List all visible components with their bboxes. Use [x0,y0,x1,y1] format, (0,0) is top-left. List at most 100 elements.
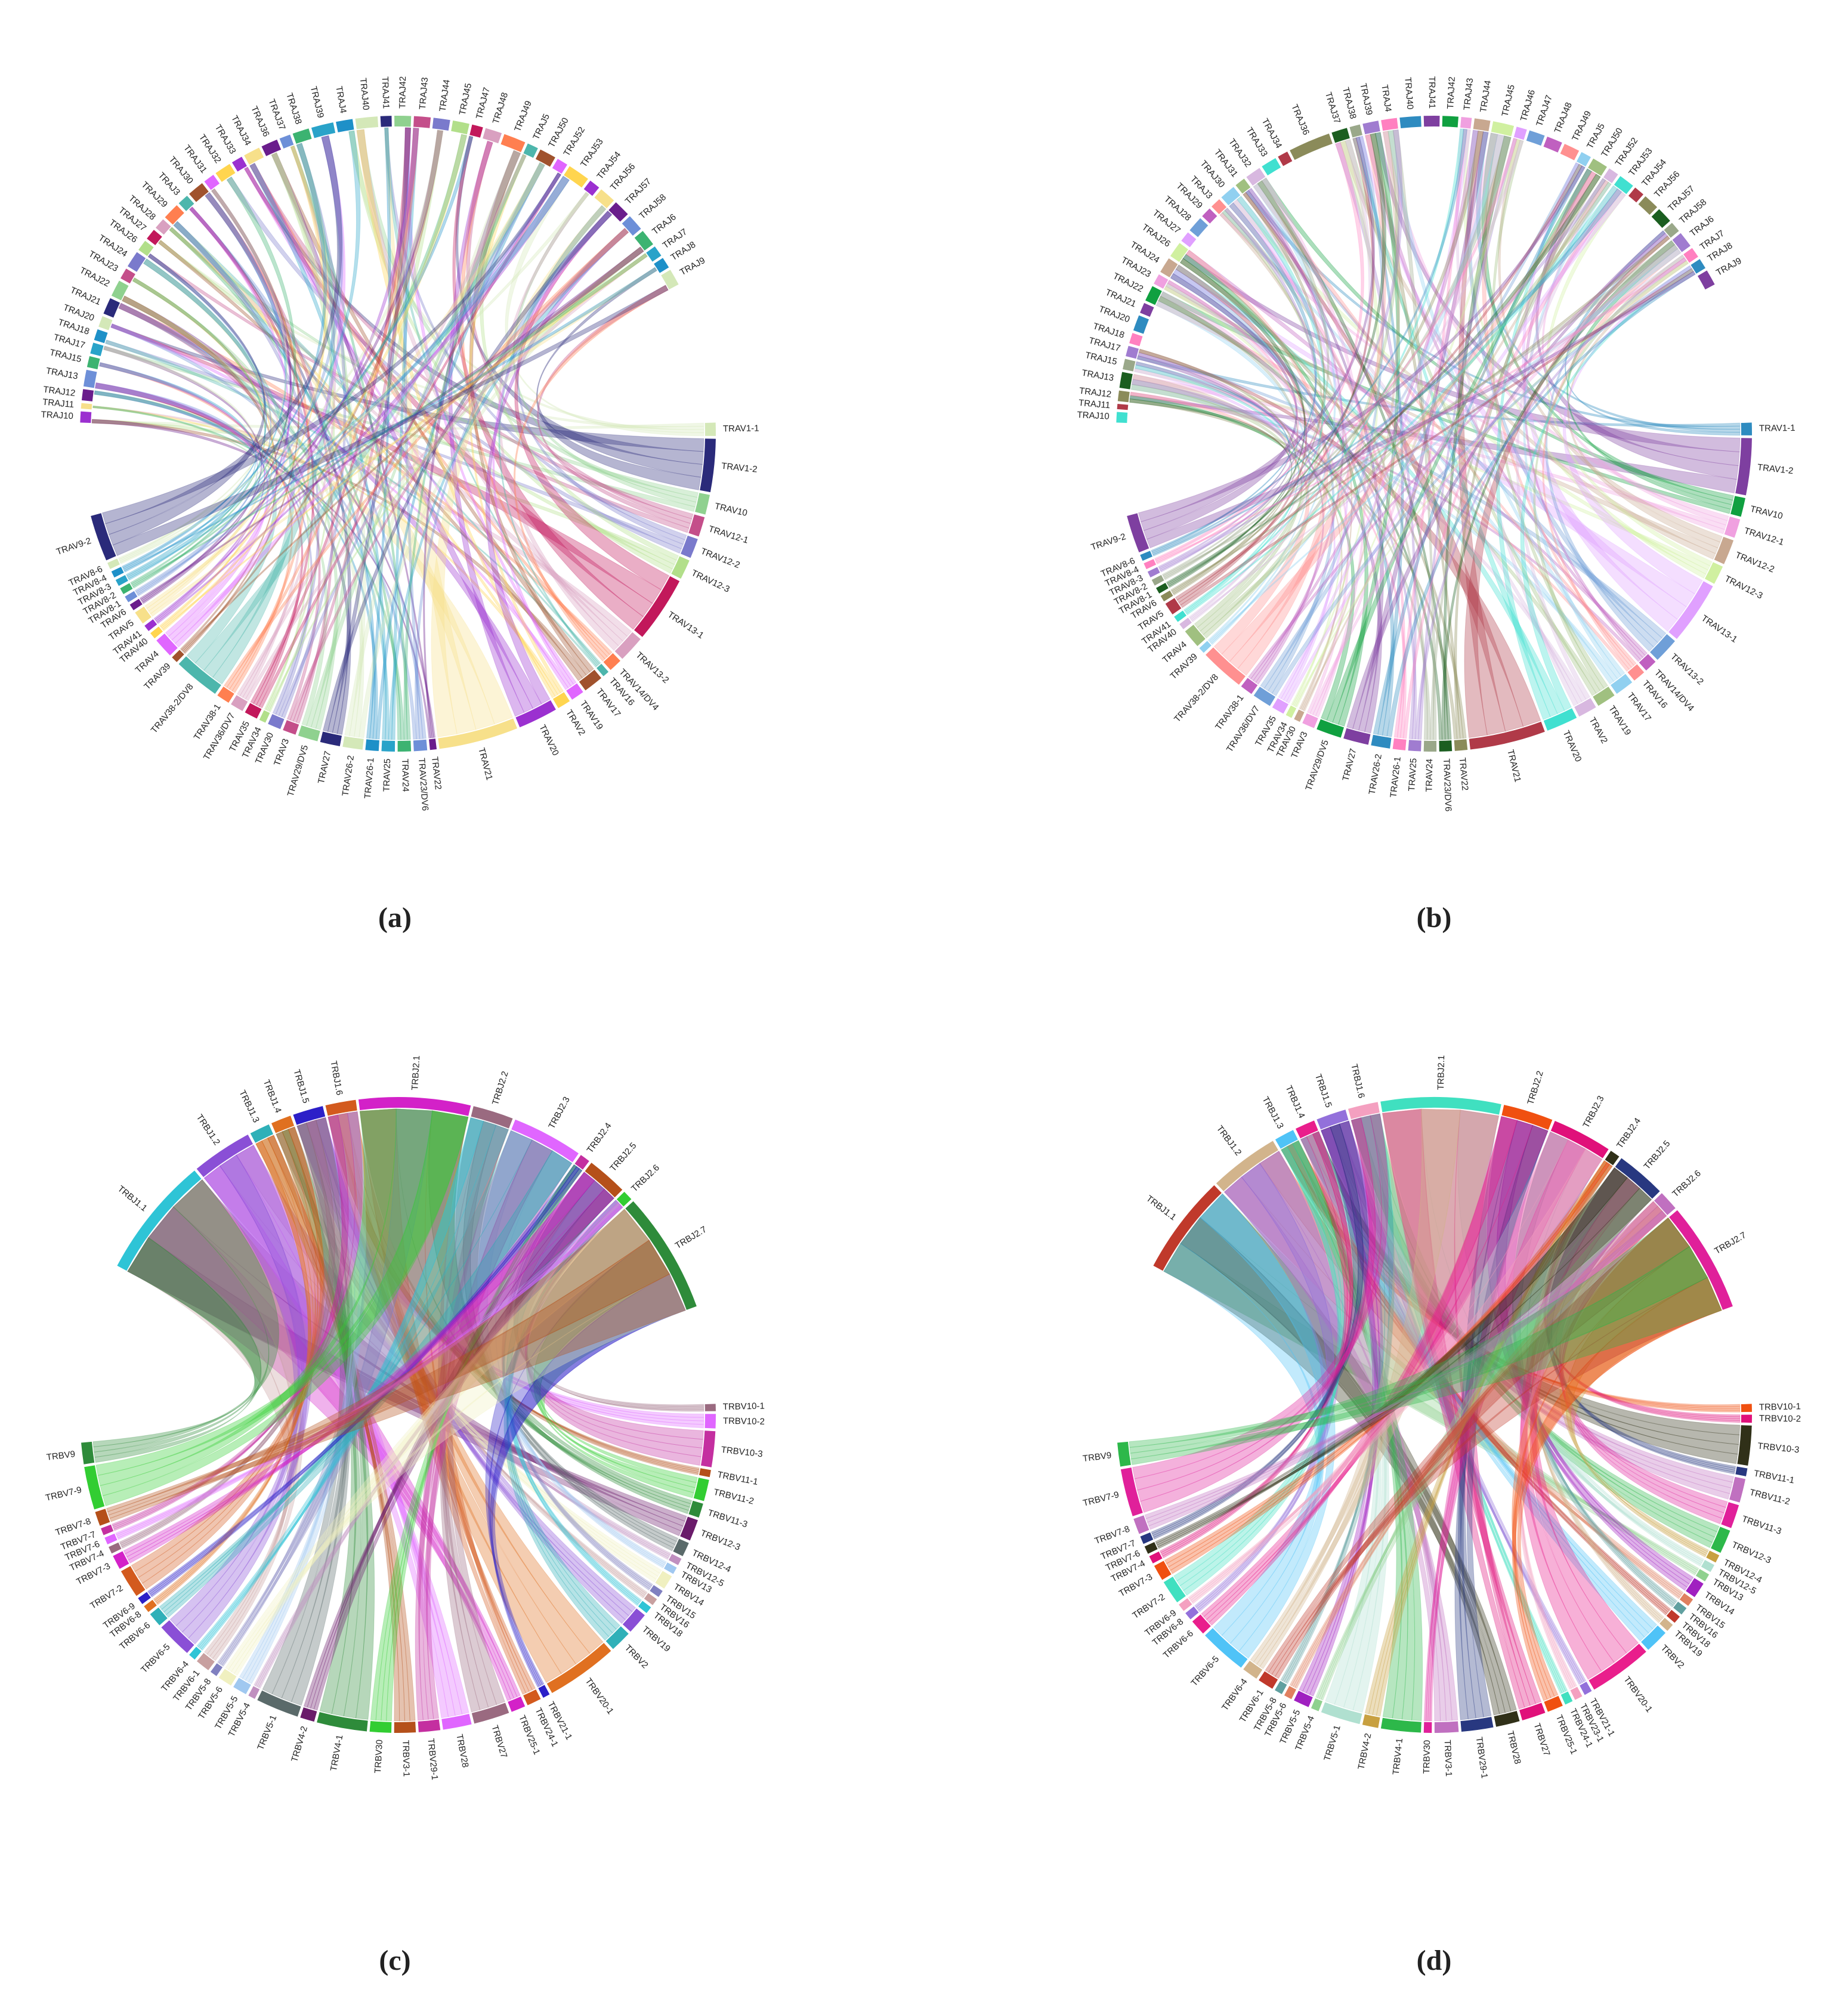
sector-label: TRAJ9 [1714,256,1743,278]
sector-arc [1423,116,1440,127]
chord [1382,131,1729,521]
chord [119,1120,335,1544]
sector-arc [1669,1210,1733,1310]
sector-arc [1294,1691,1313,1707]
chord [219,1154,670,1559]
chord [1530,1177,1640,1654]
chord [117,1204,623,1540]
chord [1339,1120,1581,1685]
chord [1155,1188,1652,1546]
chord [1340,140,1716,560]
sector-label: TRAV26-1 [1388,756,1402,798]
chord [1194,209,1324,628]
chord [1164,180,1330,580]
sector-arc [1181,232,1197,248]
chord [1512,1131,1678,1603]
chord [1164,1162,1611,1564]
sector-arc [317,1711,368,1732]
chord [1141,136,1375,532]
chord [1376,1160,1608,1717]
chord [189,206,427,739]
chord [233,1209,650,1676]
chord [121,1120,335,1549]
chord [1157,1167,1628,1549]
chord [1185,249,1328,676]
sector-arc [594,189,614,209]
sector-arc [257,1690,301,1717]
chord [1151,1123,1364,1534]
chord [1466,1124,1549,1717]
sector-label: TRBV2 [623,1643,650,1670]
chord [112,285,669,557]
chord [1259,1151,1684,1595]
chord [327,1114,700,1470]
chord [1567,260,1721,549]
sector-arc [1673,1601,1687,1615]
chord [470,1124,677,1546]
sector-label: TRAV13-2 [1668,651,1705,687]
chord [526,1209,696,1494]
chord [1157,1177,1640,1547]
sector-label: TRAV23/DV6 [416,758,430,811]
chord [1129,398,1293,584]
chord [118,302,321,721]
chord [359,246,644,739]
sector-label: TRBV20-1 [1621,1674,1654,1714]
chord [1180,1217,1325,1644]
sector-arc [1127,513,1149,552]
sector-arc [127,252,146,272]
sector-arc [1362,120,1380,135]
chord [1454,1124,1549,1720]
sector-arc [700,1430,716,1467]
chord [1280,1113,1395,1682]
sector-arc [585,1163,623,1198]
chord [1155,300,1630,672]
chord [1158,295,1299,576]
chord [517,205,685,545]
chord [492,210,613,687]
sector-label: TRAJ39 [1358,82,1374,116]
chord [1352,131,1489,731]
chord [169,227,699,498]
chord [258,1202,621,1689]
chord [165,206,290,637]
sector-arc [150,626,163,639]
sector-arc [1235,178,1251,194]
chord [1352,137,1558,718]
chord [92,405,404,740]
chord [1455,128,1578,707]
sector-label: TRAV22 [429,756,443,790]
chord [95,382,269,641]
chord [136,135,344,595]
chord [203,1165,449,1719]
chord [1241,1163,1682,1598]
sector-label: TRAV12-2 [699,546,741,571]
sector-arc [655,1571,672,1589]
chord [1175,163,1583,601]
sector-arc [1160,258,1178,277]
chord [313,1188,614,1711]
chord [1136,355,1741,427]
sector-arc [1588,158,1607,176]
chord [1143,273,1298,540]
chord [1130,1277,1722,1460]
chord [1295,138,1521,708]
chord [150,267,657,617]
chord [1221,171,1597,662]
sector-label: TRAJ21 [69,285,102,307]
chord [105,135,342,535]
chord [503,1168,650,1591]
chord [1545,233,1668,652]
chord [1481,132,1733,505]
chord [506,1180,642,1602]
chord [205,192,334,724]
chord [94,1206,270,1458]
chord [513,285,669,662]
sector-label: TRBJ2.5 [1642,1139,1673,1172]
sector-arc [1654,1193,1676,1215]
chord [1319,1167,1628,1700]
sector-label: TRAJ48 [1553,101,1574,135]
sector-label: TRBV4-2 [1356,1732,1373,1770]
chord [1375,132,1740,466]
sector-arc [654,258,669,273]
